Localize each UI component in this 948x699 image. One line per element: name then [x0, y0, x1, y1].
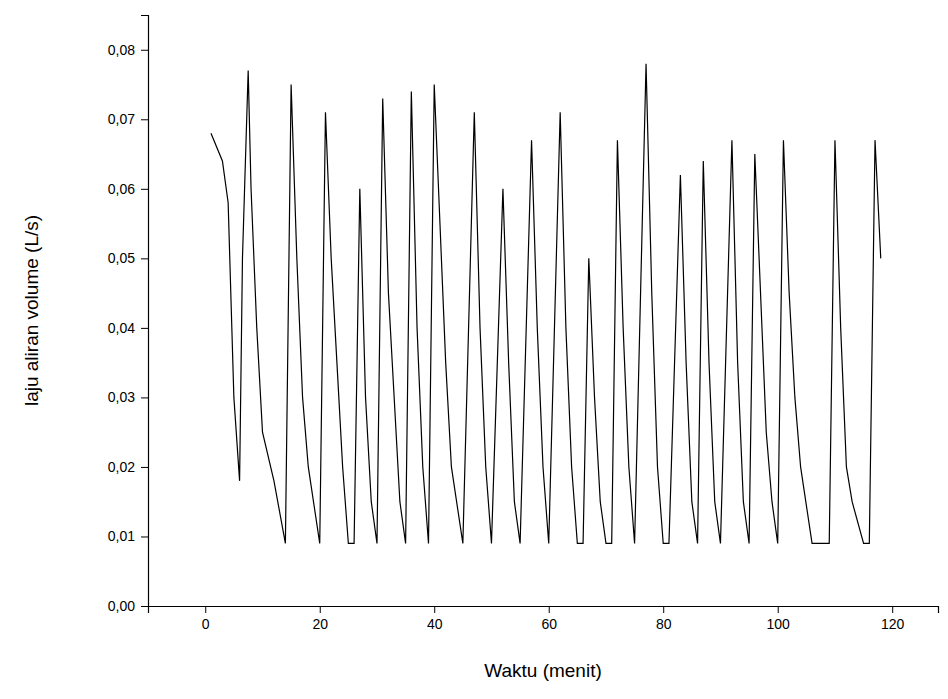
y-tick: 0,06 [108, 181, 148, 197]
x-axis: 0 20 40 60 80 100 120 [149, 606, 939, 632]
chart: 0204060801001200,000,010,020,030,040,050… [0, 0, 948, 699]
x-tick: 0 [202, 606, 210, 632]
y-tick-label: 0,00 [108, 598, 135, 614]
y-tick-mark [141, 189, 148, 190]
x-tick-label: 20 [312, 616, 328, 632]
x-tick-mark [663, 606, 664, 613]
y-tick: 0,00 [108, 598, 148, 614]
y-tick-label: 0,02 [108, 459, 135, 475]
x-axis-line [149, 607, 939, 614]
x-tick-label: 100 [767, 616, 791, 632]
x-tick-mark [778, 606, 779, 613]
y-tick: 0,07 [108, 111, 148, 127]
y-tick-label: 0,06 [108, 181, 135, 197]
y-tick-label: 0,04 [108, 320, 135, 336]
x-tick-mark [205, 606, 206, 613]
x-tick: 20 [312, 606, 328, 632]
y-tick-label: 0,05 [108, 250, 135, 266]
y-tick-mark [141, 328, 148, 329]
y-tick: 0,04 [108, 320, 148, 336]
y-tick-label: 0,07 [108, 111, 135, 127]
series-line [211, 64, 881, 544]
y-tick: 0,03 [108, 389, 148, 405]
x-tick-label: 120 [881, 616, 905, 632]
y-tick-mark [141, 50, 148, 51]
x-tick-mark [320, 606, 321, 613]
y-tick-mark [141, 258, 148, 259]
y-tick-mark [141, 397, 148, 398]
x-tick-mark [434, 606, 435, 613]
x-tick: 60 [541, 606, 557, 632]
y-tick-mark [141, 606, 148, 607]
x-tick: 40 [427, 606, 443, 632]
x-tick: 80 [656, 606, 672, 632]
x-tick: 100 [767, 606, 791, 632]
x-tick: 120 [881, 606, 905, 632]
y-axis-line [141, 16, 149, 607]
x-tick-label: 40 [427, 616, 443, 632]
y-axis: 0,00 0,01 0,02 0,03 0,04 0,05 0,06 0,07 0,08 [108, 16, 149, 614]
plot: 0204060801001200,000,010,020,030,040,050… [108, 16, 939, 632]
y-axis-title: laju aliran volume (L/s) [21, 215, 42, 406]
y-tick: 0,05 [108, 250, 148, 266]
y-tick-mark [141, 536, 148, 537]
x-tick-mark [892, 606, 893, 613]
y-tick-label: 0,01 [108, 528, 135, 544]
x-tick-label: 0 [202, 616, 210, 632]
y-tick: 0,08 [108, 42, 148, 58]
y-tick-mark [141, 467, 148, 468]
series-group [211, 64, 881, 544]
y-tick-label: 0,08 [108, 42, 135, 58]
y-tick-mark [141, 119, 148, 120]
x-tick-mark [549, 606, 550, 613]
y-tick: 0,01 [108, 528, 148, 544]
x-tick-label: 60 [541, 616, 557, 632]
x-tick-label: 80 [656, 616, 672, 632]
x-axis-title: Waktu (menit) [484, 660, 602, 681]
y-tick-label: 0,03 [108, 389, 135, 405]
y-tick: 0,02 [108, 459, 148, 475]
